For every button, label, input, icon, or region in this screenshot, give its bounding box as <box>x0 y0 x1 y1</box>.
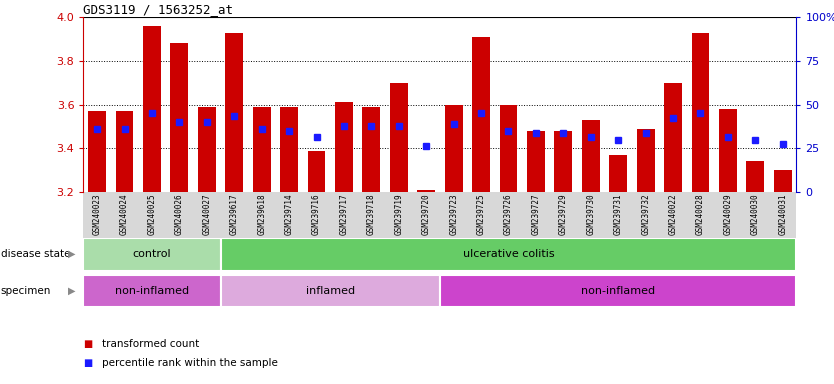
Text: non-inflamed: non-inflamed <box>115 286 189 296</box>
Text: percentile rank within the sample: percentile rank within the sample <box>102 358 278 368</box>
Bar <box>582 120 600 192</box>
Text: ▶: ▶ <box>68 249 76 259</box>
Text: GDS3119 / 1563252_at: GDS3119 / 1563252_at <box>83 3 234 16</box>
Bar <box>363 107 380 192</box>
Text: ■: ■ <box>83 358 93 368</box>
Bar <box>691 33 710 192</box>
Bar <box>335 103 353 192</box>
Bar <box>527 131 545 192</box>
Text: non-inflamed: non-inflamed <box>581 286 656 296</box>
Text: control: control <box>133 249 171 260</box>
Bar <box>198 107 216 192</box>
Bar <box>225 33 244 192</box>
Bar <box>88 111 106 192</box>
Text: disease state: disease state <box>1 249 70 259</box>
Bar <box>500 104 517 192</box>
Bar <box>719 109 736 192</box>
Bar <box>220 275 440 307</box>
Bar <box>170 43 188 192</box>
Bar <box>116 111 133 192</box>
Bar <box>472 37 490 192</box>
Text: ▶: ▶ <box>68 286 76 296</box>
Bar <box>308 151 325 192</box>
Bar <box>143 26 161 192</box>
Text: specimen: specimen <box>1 286 51 296</box>
Text: transformed count: transformed count <box>102 339 199 349</box>
Bar <box>253 107 270 192</box>
Bar <box>83 275 220 307</box>
Bar <box>610 155 627 192</box>
Bar <box>280 107 298 192</box>
Bar <box>746 161 764 192</box>
Text: inflamed: inflamed <box>306 286 354 296</box>
Text: ■: ■ <box>83 339 93 349</box>
Bar <box>664 83 682 192</box>
Bar <box>555 131 572 192</box>
Text: ulcerative colitis: ulcerative colitis <box>463 249 555 260</box>
Bar <box>417 190 435 192</box>
Bar <box>220 238 796 271</box>
Bar <box>445 104 463 192</box>
Bar <box>774 170 791 192</box>
Bar <box>636 129 655 192</box>
Bar <box>389 83 408 192</box>
Bar <box>440 275 796 307</box>
Bar <box>83 238 220 271</box>
